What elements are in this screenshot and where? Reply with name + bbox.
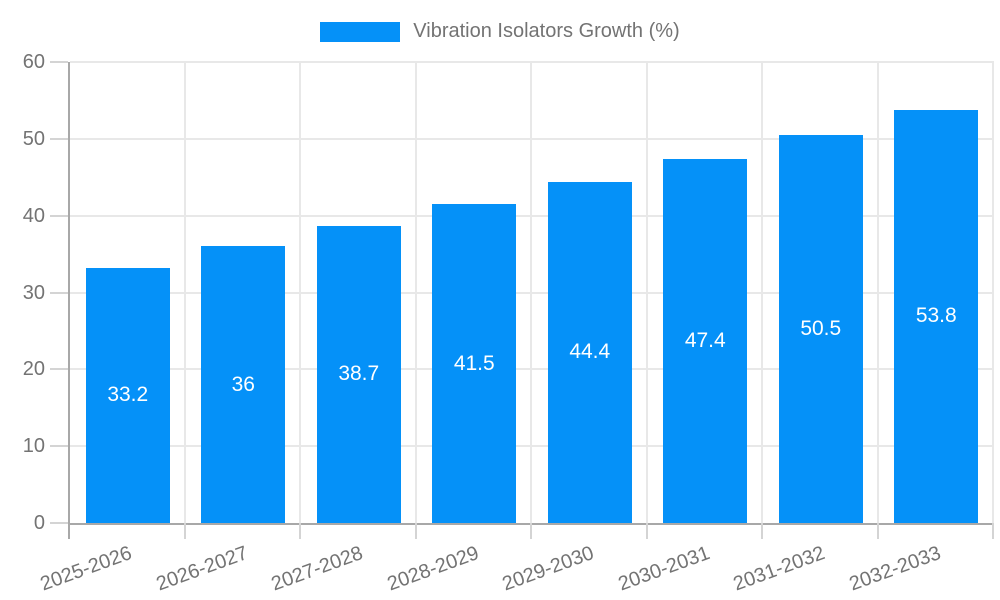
x-gridline — [530, 62, 532, 523]
bar — [894, 109, 979, 523]
x-tick-label: 2029-2030 — [499, 542, 597, 596]
legend-swatch — [320, 21, 401, 42]
legend[interactable]: Vibration Isolators Growth (%) — [0, 20, 1000, 43]
x-tick-label: 2032-2033 — [846, 542, 944, 596]
x-tick-label: 2030-2031 — [615, 542, 713, 596]
y-tick-label: 0 — [33, 512, 45, 534]
x-tick — [68, 523, 70, 539]
bar-value-label: 44.4 — [569, 340, 611, 364]
bar — [663, 158, 748, 523]
plot-area: 0 10 20 30 40 50 60 33.2 36 38.7 41.5 44.4 47.4 50.5 5… — [23, 51, 994, 595]
y-tick — [50, 368, 68, 371]
y-tick — [50, 214, 68, 217]
x-tick-label: 2025-2026 — [37, 542, 135, 596]
x-tick — [761, 523, 763, 539]
y-tick-label: 60 — [22, 51, 45, 73]
y-tick-label: 20 — [22, 358, 45, 381]
x-gridline — [645, 62, 648, 523]
bar — [432, 204, 517, 523]
y-gridline — [70, 214, 994, 217]
x-tick-label: 2028-2029 — [384, 542, 482, 596]
y-tick — [50, 522, 68, 524]
bar — [547, 181, 632, 523]
legend-label: Vibration Isolators Growth (%) — [413, 20, 680, 42]
x-gridline — [992, 62, 994, 523]
x-tick — [183, 523, 186, 539]
x-gridline — [876, 62, 879, 523]
y-tick — [50, 61, 68, 63]
x-tick — [992, 523, 994, 539]
y-tick — [50, 137, 68, 140]
x-tick-label: 2027-2028 — [268, 542, 366, 596]
bar-value-label: 41.5 — [453, 351, 495, 375]
x-gridline — [761, 62, 763, 523]
bar — [85, 267, 170, 523]
bar-value-label: 50.5 — [800, 317, 842, 340]
x-gridline — [299, 62, 301, 523]
y-gridline — [70, 61, 994, 63]
x-gridline — [183, 62, 186, 523]
y-gridline — [70, 137, 994, 140]
bar — [201, 246, 286, 523]
x-tick — [645, 523, 648, 539]
y-tick-label: 30 — [22, 281, 45, 304]
x-gridline — [414, 62, 417, 523]
x-tick — [530, 523, 532, 539]
x-tick-label: 2026-2027 — [153, 542, 251, 596]
bar — [778, 135, 863, 523]
bar-value-label: 47.4 — [684, 328, 726, 352]
y-gridline — [70, 291, 994, 294]
x-tick-label: 2031-2032 — [730, 542, 828, 596]
bar-value-label: 33.2 — [107, 383, 149, 407]
x-tick — [876, 523, 879, 539]
y-tick — [50, 291, 68, 294]
bar-value-label: 36 — [231, 372, 255, 396]
y-gridline — [70, 368, 994, 371]
y-tick-label: 40 — [22, 204, 45, 227]
y-tick-label: 50 — [22, 127, 45, 150]
y-tick-label: 10 — [22, 435, 45, 458]
bar-value-label: 53.8 — [915, 304, 957, 328]
x-tick — [414, 523, 417, 539]
bar — [316, 225, 401, 523]
bar-value-label: 38.7 — [338, 362, 380, 386]
y-gridline — [70, 445, 994, 448]
y-tick — [50, 445, 68, 448]
x-tick — [299, 523, 301, 539]
